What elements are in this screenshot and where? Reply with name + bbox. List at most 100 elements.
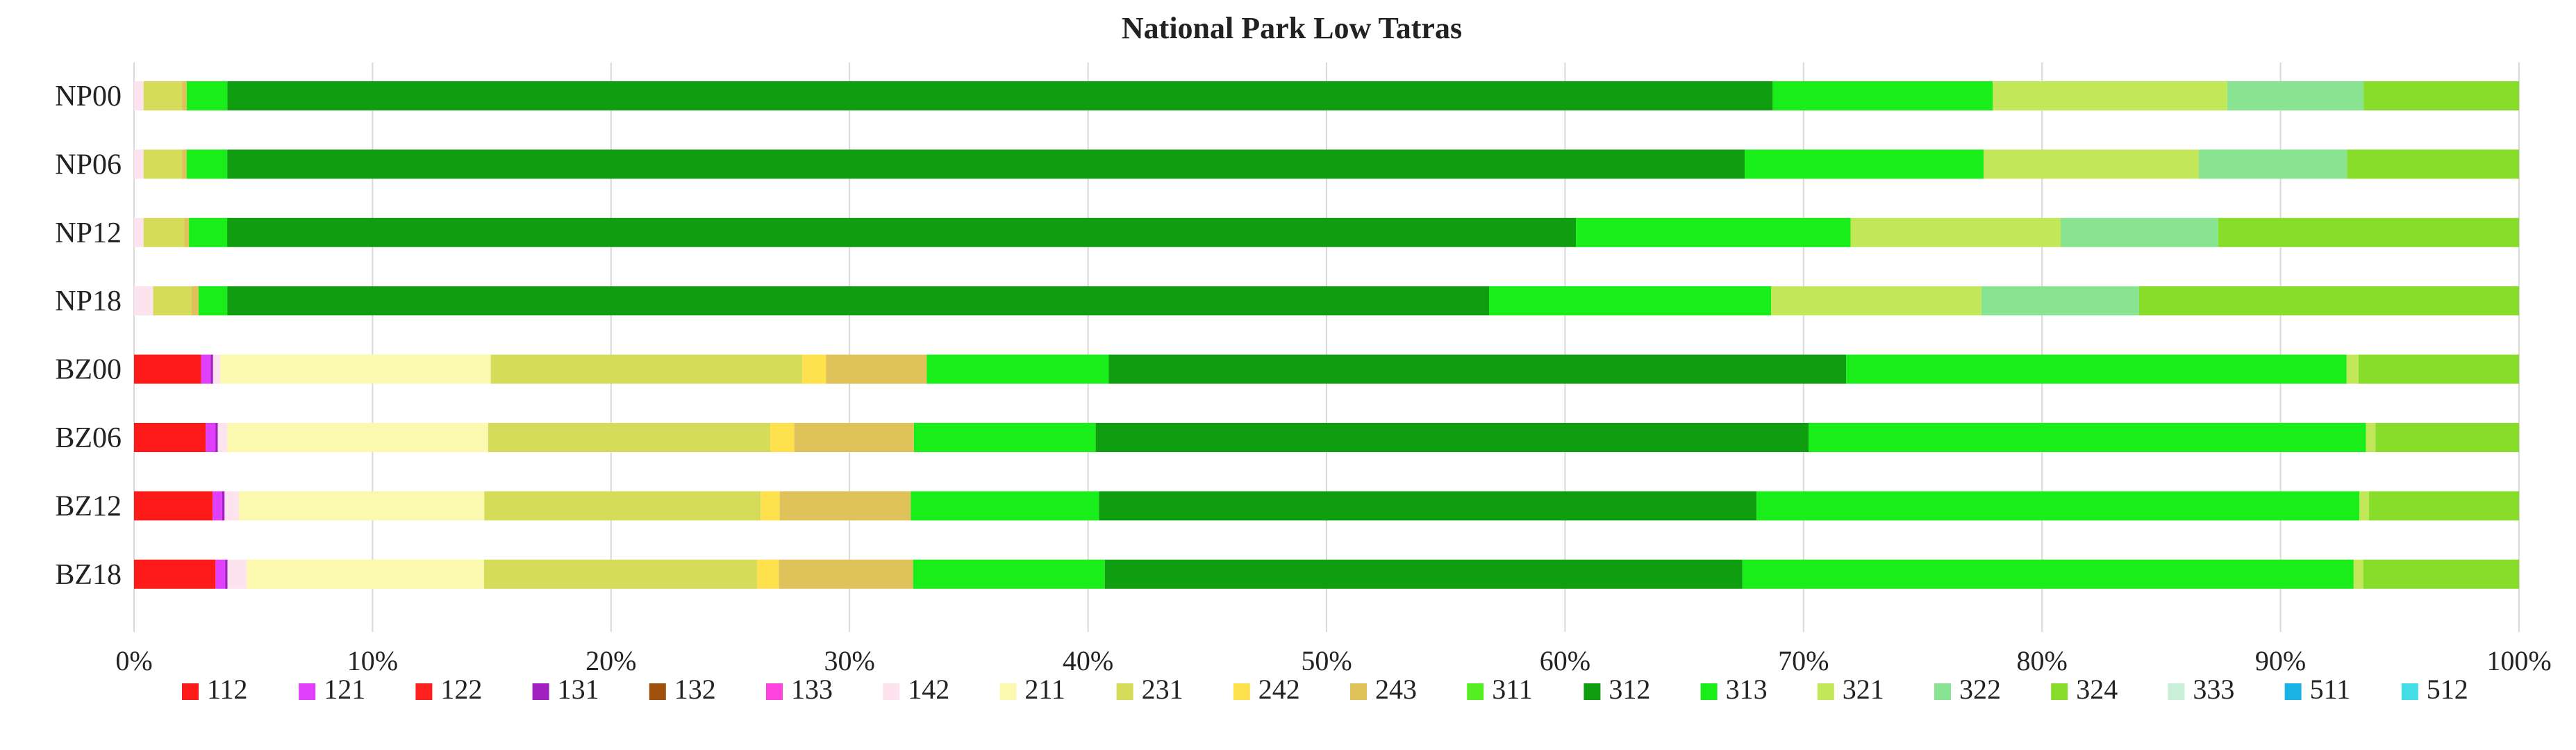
bar-segment bbox=[184, 217, 190, 247]
legend-swatch bbox=[766, 683, 783, 700]
bar-segment bbox=[1742, 559, 2354, 589]
bar-segment bbox=[801, 354, 826, 384]
chart-title: National Park Low Tatras bbox=[1122, 11, 1462, 45]
legend-swatch bbox=[1233, 683, 1250, 700]
bar-segment bbox=[794, 423, 914, 452]
legend-label: 512 bbox=[2427, 674, 2468, 705]
bar-segment bbox=[2363, 81, 2519, 110]
bar-segment bbox=[1809, 423, 2366, 452]
legend-swatch bbox=[532, 683, 549, 700]
category-label: BZ18 bbox=[55, 559, 122, 591]
bar-segment bbox=[2368, 491, 2519, 521]
bar-segment bbox=[2353, 559, 2363, 589]
legend-swatch bbox=[2051, 683, 2068, 700]
legend-label: 324 bbox=[2076, 674, 2118, 705]
x-tick-label: 10% bbox=[347, 645, 398, 676]
x-tick-label: 90% bbox=[2255, 645, 2306, 676]
bar-segment bbox=[911, 491, 1099, 521]
legend-swatch bbox=[1350, 683, 1367, 700]
legend-label: 322 bbox=[1959, 674, 2001, 705]
legend-label: 313 bbox=[1726, 674, 1768, 705]
bar-segment bbox=[134, 217, 144, 247]
bar-segment bbox=[1846, 354, 2347, 384]
bar-segment bbox=[2061, 217, 2218, 247]
bar-segment bbox=[1771, 286, 1981, 316]
bar-segment bbox=[1772, 81, 1993, 110]
legend-label: 243 bbox=[1375, 674, 1417, 705]
legend: 112 121 122 131 132 133 142 211 231 242 243 311 312 3… bbox=[182, 674, 2468, 705]
bar-segment bbox=[483, 559, 758, 589]
category-label: NP12 bbox=[55, 217, 122, 249]
legend-swatch bbox=[415, 683, 433, 700]
bar-segment bbox=[134, 354, 201, 384]
x-tick-label: 30% bbox=[824, 645, 875, 676]
bar-segment bbox=[143, 217, 185, 247]
bar-segment bbox=[225, 559, 228, 589]
legend-label: 132 bbox=[674, 674, 716, 705]
category-label: BZ12 bbox=[55, 490, 122, 522]
bar-segment bbox=[2363, 559, 2519, 589]
legend-swatch bbox=[883, 683, 900, 700]
bar-segment bbox=[2358, 354, 2519, 384]
bar-segment bbox=[1984, 149, 2199, 179]
legend-swatch bbox=[649, 683, 666, 700]
bar-segment bbox=[201, 354, 211, 384]
bar-segment bbox=[913, 559, 1105, 589]
bar-segment bbox=[1095, 423, 1809, 452]
bar-segment bbox=[227, 423, 488, 452]
bar-segment bbox=[757, 559, 779, 589]
legend-swatch bbox=[1934, 683, 1951, 700]
bar-segment bbox=[247, 559, 484, 589]
legend-label: 133 bbox=[791, 674, 833, 705]
category-label: BZ06 bbox=[55, 422, 122, 454]
bar-segment bbox=[215, 559, 226, 589]
bar-segment bbox=[1488, 286, 1772, 316]
bar-segment bbox=[1745, 149, 1984, 179]
bar-segment bbox=[1099, 491, 1757, 521]
bar-segment bbox=[761, 491, 780, 521]
x-tick-label: 70% bbox=[1778, 645, 1829, 676]
legend-label: 211 bbox=[1024, 674, 1065, 705]
bar-segment bbox=[224, 491, 239, 521]
bar-segment bbox=[206, 423, 216, 452]
bar-segment bbox=[913, 423, 1096, 452]
bar-segment bbox=[134, 491, 213, 521]
bars bbox=[134, 81, 2519, 589]
bar-segment bbox=[217, 423, 228, 452]
bar-segment bbox=[134, 423, 206, 452]
bar-segment bbox=[189, 217, 228, 247]
bar-segment bbox=[826, 354, 927, 384]
bar-segment bbox=[779, 559, 913, 589]
bar-segment bbox=[227, 149, 1745, 179]
legend-label: 312 bbox=[1609, 674, 1650, 705]
bar-segment bbox=[222, 491, 225, 521]
bar-segment bbox=[1850, 217, 2061, 247]
legend-swatch bbox=[1584, 683, 1601, 700]
bar-segment bbox=[1756, 491, 2360, 521]
bar-segment bbox=[227, 217, 1577, 247]
bar-segment bbox=[2138, 286, 2519, 316]
legend-swatch bbox=[2168, 683, 2185, 700]
legend-label: 321 bbox=[1843, 674, 1884, 705]
bar-segment bbox=[2227, 81, 2364, 110]
bar-segment bbox=[198, 286, 228, 316]
bar-segment bbox=[779, 491, 911, 521]
legend-swatch bbox=[1116, 683, 1133, 700]
bar-segment bbox=[181, 149, 187, 179]
x-tick-label: 40% bbox=[1063, 645, 1113, 676]
bar-segment bbox=[191, 286, 199, 316]
bar-segment bbox=[2366, 423, 2376, 452]
x-axis-ticks: 0% 10% 20% 30% 40% 50% 60% 70% 80% 90% 100% bbox=[115, 645, 2551, 676]
bar-segment bbox=[1981, 286, 2139, 316]
bar-segment bbox=[134, 286, 153, 316]
bar-segment bbox=[770, 423, 795, 452]
legend-swatch bbox=[1467, 683, 1484, 700]
legend-label: 121 bbox=[324, 674, 365, 705]
bar-segment bbox=[1993, 81, 2227, 110]
bar-segment bbox=[2375, 423, 2519, 452]
x-tick-label: 60% bbox=[1540, 645, 1590, 676]
legend-label: 122 bbox=[440, 674, 482, 705]
bar-segment bbox=[227, 559, 247, 589]
